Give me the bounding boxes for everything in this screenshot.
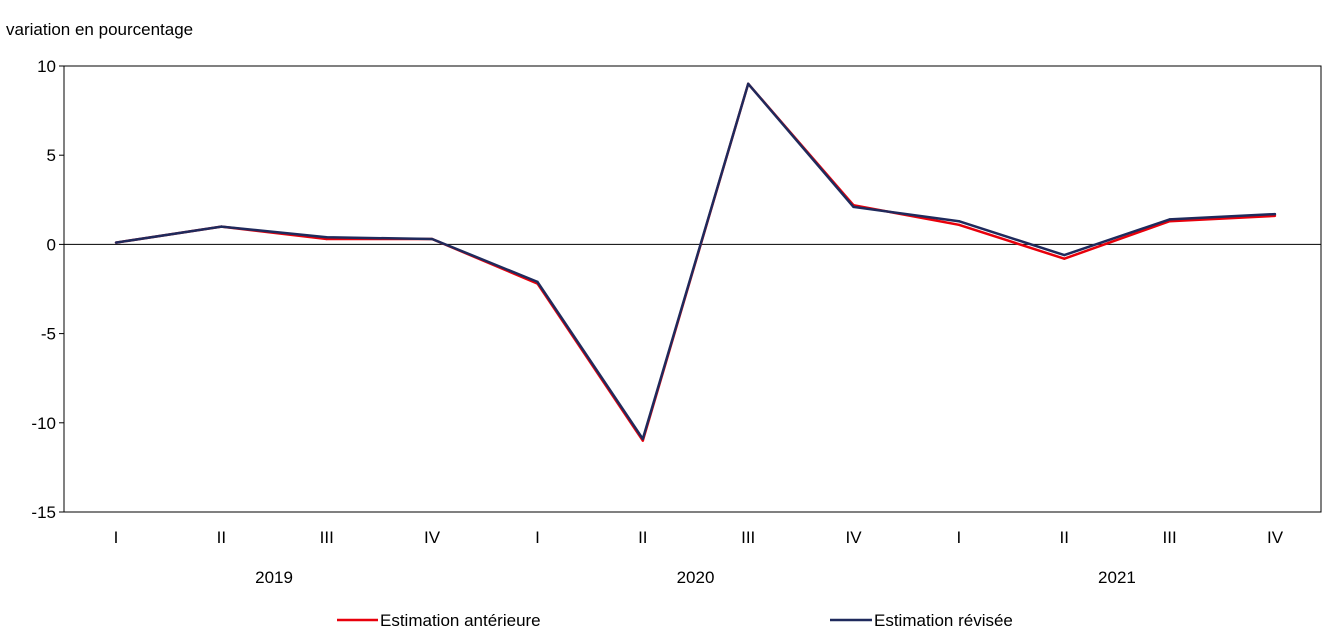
data-point	[852, 205, 855, 209]
series-line	[115, 82, 1276, 441]
y-tick-label: -5	[41, 325, 56, 344]
x-tick-label: II	[1060, 528, 1069, 547]
data-point	[536, 280, 539, 284]
x-tick-label: I	[114, 528, 119, 547]
legend: Estimation antérieure Estimation révisée	[337, 611, 1013, 630]
x-tick-label: III	[320, 528, 334, 547]
year-label: 2020	[677, 568, 715, 587]
x-tick-label: IV	[424, 528, 441, 547]
data-point	[746, 82, 750, 86]
y-axis: 10 5 0 -5 -10 -15	[31, 57, 64, 522]
x-tick-label: II	[638, 528, 647, 547]
x-tick-label: IV	[846, 528, 863, 547]
y-tick-label: 5	[47, 146, 56, 165]
x-tick-label: I	[535, 528, 540, 547]
y-tick-label: 10	[37, 57, 56, 76]
data-point	[1273, 212, 1277, 216]
y-tick-label: -10	[31, 414, 56, 433]
x-tick-label: II	[217, 528, 226, 547]
y-tick-label: -15	[31, 503, 56, 522]
x-tick-label: III	[1163, 528, 1177, 547]
year-label: 2021	[1098, 568, 1136, 587]
series-layer	[114, 82, 1277, 442]
y-tick-label: 0	[47, 235, 56, 254]
data-point	[220, 225, 223, 228]
data-point	[641, 439, 645, 442]
x-tick-label: IV	[1267, 528, 1284, 547]
data-point	[114, 241, 118, 244]
data-point	[957, 220, 961, 223]
legend-label: Estimation antérieure	[380, 611, 541, 629]
data-point	[325, 236, 328, 239]
data-point	[430, 237, 434, 241]
y-axis-unit-label: variation en pourcentage	[6, 20, 194, 39]
year-label: 2019	[255, 568, 293, 587]
legend-label: Estimation révisée	[874, 611, 1013, 629]
x-axis: I II III IV I II III IV I II III IV	[114, 528, 1284, 547]
data-point	[1168, 218, 1171, 221]
x-tick-label: III	[741, 528, 755, 547]
x-tick-label: I	[957, 528, 962, 547]
data-point	[1063, 257, 1066, 260]
plot-area-frame	[63, 65, 1322, 513]
year-labels: 2019 2020 2021	[255, 568, 1136, 587]
data-point	[957, 223, 961, 226]
data-point	[1063, 253, 1066, 257]
data-point	[641, 437, 645, 441]
